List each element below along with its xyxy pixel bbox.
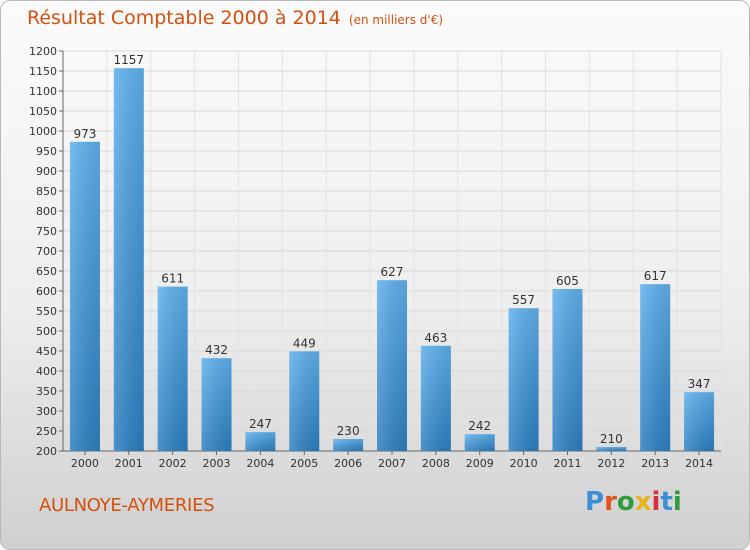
y-tick-label: 700	[36, 245, 57, 258]
bar-shade	[157, 286, 188, 451]
data-label: 449	[293, 336, 316, 350]
logo-letter: o	[616, 487, 635, 517]
bar-shade	[684, 392, 715, 451]
y-tick-label: 850	[36, 185, 57, 198]
x-tick-label: 2003	[203, 457, 231, 470]
bar-shade	[377, 280, 407, 451]
data-label: 627	[381, 265, 404, 279]
x-tick-label: 2008	[422, 457, 450, 470]
data-label: 230	[337, 424, 360, 438]
logo-letter: i	[672, 487, 682, 517]
x-tick-label: 2000	[71, 457, 99, 470]
y-tick-label: 950	[36, 145, 57, 158]
y-tick-label: 1200	[29, 45, 57, 58]
x-tick-label: 2002	[159, 457, 187, 470]
proxiti-logo: Proxiti	[585, 487, 682, 517]
data-label: 247	[249, 417, 272, 431]
logo-letter: r	[604, 487, 617, 517]
y-tick-label: 650	[36, 265, 57, 278]
x-tick-label: 2013	[641, 457, 669, 470]
data-label: 611	[161, 272, 184, 286]
data-label: 210	[600, 432, 623, 446]
x-tick-label: 2001	[115, 457, 143, 470]
logo-letter: t	[660, 487, 673, 517]
x-tick-label: 2014	[685, 457, 713, 470]
bar-shade	[508, 308, 539, 451]
data-label: 605	[556, 274, 579, 288]
x-tick-label: 2006	[334, 457, 362, 470]
logo-letter: i	[651, 487, 661, 517]
x-tick-label: 2010	[510, 457, 538, 470]
data-label: 1157	[114, 53, 145, 67]
grid-layer	[62, 50, 722, 452]
chart-title-text: Résultat Comptable 2000 à 2014	[27, 7, 341, 29]
bar-shade	[552, 289, 583, 451]
y-tick-label: 200	[36, 445, 57, 458]
y-tick-label: 550	[36, 305, 57, 318]
bar-shade	[201, 358, 232, 451]
data-label: 463	[424, 331, 447, 345]
bar-layer	[69, 68, 715, 452]
bar-shade	[245, 432, 276, 451]
bar-shade	[113, 68, 144, 451]
y-tick-label: 450	[36, 345, 57, 358]
y-tick-label: 1100	[29, 85, 57, 98]
axis-layer: 200 250 300 350 400 450 500 550 600 650 700 750 800 8…	[29, 45, 721, 470]
y-tick-label: 600	[36, 285, 57, 298]
commune-name: AULNOYE-AYMERIES	[39, 495, 215, 516]
y-tick-label: 250	[36, 425, 57, 438]
logo-letter: P	[585, 487, 605, 517]
x-tick-label: 2012	[597, 457, 625, 470]
y-tick-label: 1000	[29, 125, 57, 138]
x-tick-label: 2011	[553, 457, 581, 470]
y-tick-label: 900	[36, 165, 57, 178]
y-tick-label: 1050	[29, 105, 57, 118]
y-tick-label: 300	[36, 405, 57, 418]
y-tick-label: 500	[36, 325, 57, 338]
data-label: 973	[73, 127, 96, 141]
bar-shade	[640, 284, 671, 451]
bar-shade	[69, 141, 100, 452]
bar-shade	[464, 434, 495, 451]
logo-letter: x	[634, 487, 652, 517]
bar-shade	[333, 439, 364, 451]
chart-subtitle: (en milliers d'€)	[348, 13, 444, 27]
x-tick-label: 2005	[290, 457, 318, 470]
data-label: 617	[644, 269, 667, 283]
chart-title: Résultat Comptable 2000 à 2014 (en millie…	[27, 7, 443, 29]
y-tick-label: 750	[36, 225, 57, 238]
x-tick-label: 2009	[466, 457, 494, 470]
y-tick-label: 800	[36, 205, 57, 218]
x-tick-label: 2004	[246, 457, 274, 470]
label-layer: 973 1157 611 432 247 449 230 627 463 242 557 605 210…	[73, 53, 710, 446]
x-tick-label: 2007	[378, 457, 406, 470]
y-tick-label: 400	[36, 365, 57, 378]
data-label: 347	[688, 377, 711, 391]
data-label: 432	[205, 343, 228, 357]
data-label: 557	[512, 293, 535, 307]
bar-shade	[420, 345, 451, 451]
y-tick-label: 350	[36, 385, 57, 398]
y-tick-label: 1150	[29, 65, 57, 78]
data-label: 242	[468, 419, 491, 433]
bar-shade	[596, 447, 627, 451]
bar-shade	[289, 351, 320, 451]
